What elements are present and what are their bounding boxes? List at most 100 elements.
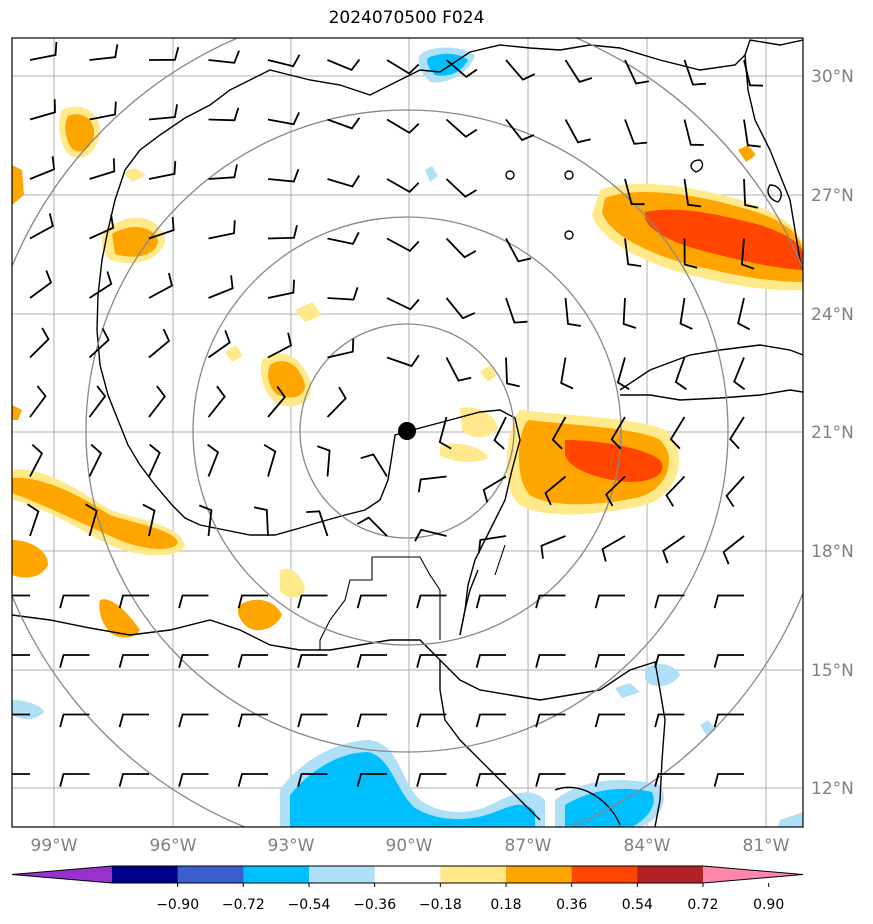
wind-barb	[679, 297, 693, 330]
colorbar-segment	[571, 866, 638, 883]
wind-barb	[616, 357, 630, 390]
wind-barb	[360, 453, 388, 477]
colorbar-segment	[506, 866, 573, 883]
wind-barb	[624, 119, 648, 145]
wind-barb	[327, 117, 361, 130]
wind-barb	[89, 44, 119, 61]
wind-barb	[178, 654, 209, 668]
wind-barb	[316, 445, 331, 477]
wind-barb	[237, 713, 268, 728]
wind-barb	[207, 329, 231, 359]
lon-label-99w: 99°W	[31, 836, 78, 856]
wind-barb	[478, 535, 507, 554]
positive-anomaly-fill	[12, 106, 803, 638]
wind-barb	[665, 475, 686, 507]
colorbar-tick-label: 0.36	[556, 897, 587, 913]
wind-barb	[327, 58, 361, 71]
wind-barb	[327, 231, 360, 245]
wind-barb	[713, 654, 744, 668]
wind-barb	[674, 357, 688, 391]
wind-barb	[438, 416, 452, 450]
lat-label-18n: 18°N	[811, 542, 854, 562]
wind-barb	[475, 594, 506, 609]
wind-barb	[208, 164, 238, 180]
colorbar-tick-label: 0.90	[753, 897, 784, 913]
wind-barb	[445, 297, 476, 320]
colorbar-tick-label: −0.54	[288, 897, 331, 913]
negative-anomaly-fill	[12, 47, 803, 827]
wind-barb	[594, 654, 625, 668]
wind-barb	[743, 119, 761, 148]
wind-barb	[29, 99, 56, 121]
colorbar-segment	[374, 866, 441, 883]
wind-barb	[654, 713, 685, 728]
wind-barb	[624, 178, 645, 206]
wind-barb	[208, 107, 240, 122]
map-title: 2024070500 F024	[328, 8, 485, 28]
wind-barb	[622, 297, 637, 329]
wind-barb	[713, 713, 744, 728]
lon-label-90w: 90°W	[386, 836, 433, 856]
colorbar-tick-label: 0.72	[687, 897, 718, 913]
wind-barb	[713, 773, 744, 787]
wind-barb	[297, 773, 328, 787]
wind-barb	[12, 654, 30, 656]
wind-barb	[683, 59, 706, 86]
wind-barb	[624, 238, 642, 267]
wind-barb	[59, 773, 90, 787]
wind-barb	[654, 654, 685, 668]
wind-barb	[445, 178, 477, 198]
wind-barb	[85, 503, 98, 537]
wind-barb	[683, 119, 704, 146]
wind-barb	[535, 594, 566, 609]
wind-barb	[198, 504, 213, 537]
wind-barb	[654, 594, 685, 609]
wind-barb	[29, 327, 50, 359]
wind-barb	[594, 773, 625, 787]
wind-barb	[505, 238, 532, 263]
wind-barb	[601, 535, 626, 562]
wind-barb	[148, 104, 178, 121]
wind-barb	[683, 238, 698, 269]
colorbar-segment	[309, 866, 376, 883]
lat-label-12n: 12°N	[811, 779, 854, 799]
wind-barb	[237, 654, 268, 668]
wind-barb	[88, 385, 107, 418]
wind-barb	[267, 279, 295, 299]
wind-barb	[725, 475, 745, 508]
colorbar-tick-label: 0.18	[490, 897, 521, 913]
wind-barb	[297, 713, 328, 728]
lon-label-93w: 93°W	[268, 836, 315, 856]
colorbar-outline	[11, 865, 804, 884]
wind-barb	[386, 354, 420, 368]
wind-barb	[118, 594, 149, 609]
wind-barb	[89, 271, 113, 299]
wind-barb	[445, 237, 477, 259]
wind-barb	[29, 385, 47, 418]
wind-barb	[148, 443, 161, 477]
wind-barb	[178, 713, 209, 728]
wind-barb	[29, 213, 54, 240]
wind-barb	[493, 416, 507, 450]
wind-barb	[118, 713, 149, 728]
wind-barb	[551, 416, 567, 450]
colorbar-segment	[440, 866, 507, 883]
wind-barb	[416, 773, 447, 787]
wind-barb	[297, 654, 328, 668]
wind-barb	[148, 46, 180, 61]
wind-barb	[148, 328, 171, 359]
wind-barb	[356, 516, 388, 537]
colorbar-tick-label: −0.90	[156, 897, 199, 913]
wind-barb	[624, 59, 650, 85]
wind-barb	[12, 773, 30, 775]
wind-barb	[662, 535, 686, 564]
wind-barb	[544, 475, 567, 506]
wind-barb	[89, 158, 116, 180]
colorbar-tick-label: −0.18	[419, 897, 462, 913]
lat-label-24n: 24°N	[811, 305, 854, 325]
wind-barb	[29, 270, 53, 299]
lat-label-30n: 30°N	[811, 67, 854, 87]
wind-barb	[267, 54, 301, 68]
wind-barb	[59, 713, 90, 728]
